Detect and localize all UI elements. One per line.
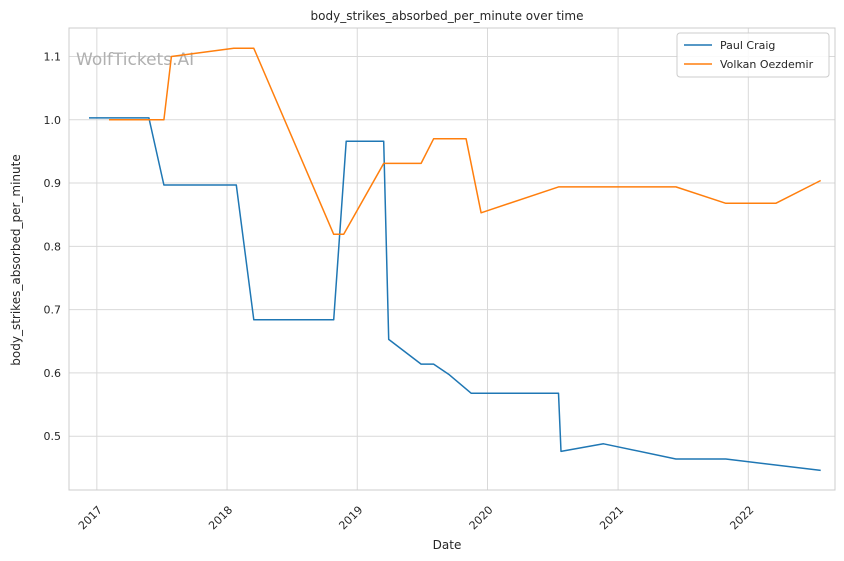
legend-label: Volkan Oezdemir: [720, 58, 814, 71]
chart-title: body_strikes_absorbed_per_minute over ti…: [311, 9, 584, 23]
watermark-text: WolfTickets.AI: [76, 50, 194, 70]
series-line-0: [89, 117, 821, 472]
y-tick-label: 0.9: [44, 177, 62, 190]
legend-label: Paul Craig: [720, 39, 775, 52]
y-axis-ticks: 0.5 0.6 0.7 0.8 0.9 1.0 1.1: [44, 50, 62, 443]
legend-box: [676, 32, 830, 78]
x-tick-label: 2019: [336, 503, 365, 532]
x-tick-label: 2018: [206, 503, 235, 532]
y-tick-label: 0.8: [44, 240, 62, 253]
plot-frame: [68, 27, 836, 491]
x-tick-label: 2021: [597, 503, 626, 532]
gridlines: [69, 28, 835, 490]
y-tick-label: 0.5: [44, 430, 62, 443]
x-tick-label: 2022: [727, 503, 756, 532]
y-tick-label: 0.7: [44, 304, 62, 317]
x-tick-label: 2017: [76, 503, 105, 532]
x-tick-label: 2020: [467, 503, 496, 532]
y-tick-label: 1.0: [44, 114, 62, 127]
x-axis-ticks: 2017 2018 2019 2020 2021 2022: [76, 503, 756, 532]
plot-background: [69, 28, 835, 490]
y-tick-label: 0.6: [44, 367, 62, 380]
series-line-1: [109, 47, 822, 236]
legend: Paul Craig Volkan Oezdemir: [676, 32, 830, 78]
y-axis-label: body_strikes_absorbed_per_minute: [9, 154, 23, 365]
series-lines: [89, 47, 822, 472]
y-tick-label: 1.1: [44, 50, 62, 63]
x-axis-label: Date: [433, 538, 462, 552]
